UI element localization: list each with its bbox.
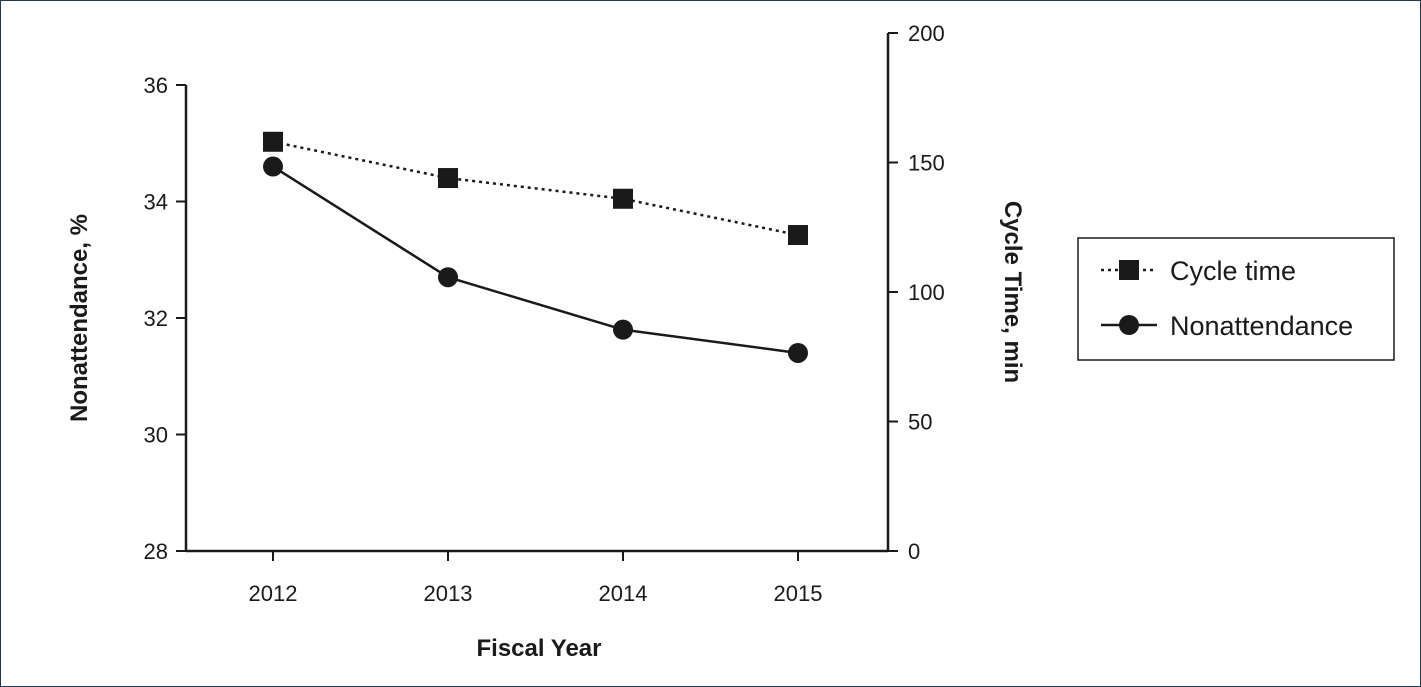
right-y-axis-title: Cycle Time, min: [999, 201, 1026, 383]
x-tick-label: 2015: [774, 581, 823, 606]
cycle-time-point: [438, 168, 458, 189]
axes: [184, 33, 890, 553]
series-layer: [263, 131, 808, 363]
left-y-tick-label: 30: [144, 423, 168, 448]
cycle-time-point: [788, 225, 808, 246]
right-y-tick-label: 50: [908, 410, 932, 435]
nonattendance-point: [788, 342, 808, 363]
left-y-axis-ticks: 28 30 32 34 36: [144, 73, 186, 564]
nonattendance-line: [272, 165, 799, 355]
x-tick-label: 2014: [599, 581, 648, 606]
x-tick-label: 2013: [424, 581, 473, 606]
left-y-axis-title: Nonattendance, %: [66, 214, 93, 422]
cycle-time-point: [613, 188, 633, 209]
left-y-tick-label: 34: [144, 190, 168, 215]
left-y-tick-label: 32: [144, 306, 168, 331]
left-y-tick-label: 36: [144, 73, 168, 98]
cycle-time-line: [272, 140, 799, 237]
legend-box: [1077, 237, 1395, 361]
x-axis-title: Fiscal Year: [477, 635, 602, 662]
nonattendance-point: [263, 156, 283, 177]
left-y-tick-label: 28: [144, 539, 168, 564]
legend-nonattendance-marker: [1119, 315, 1139, 335]
nonattendance-point: [613, 319, 633, 340]
nonattendance-point: [438, 267, 458, 288]
x-axis-ticks: 2012 2013 2014 2015: [249, 551, 823, 606]
right-y-tick-label: 100: [908, 280, 945, 305]
legend-cycle-time-label: Cycle time: [1170, 256, 1296, 286]
right-y-tick-label: 0: [908, 539, 920, 564]
legend-nonattendance-label: Nonattendance: [1170, 311, 1353, 341]
x-tick-label: 2012: [249, 581, 298, 606]
cycle-time-point: [263, 131, 283, 152]
legend: Cycle time Nonattendance: [1077, 237, 1395, 361]
right-y-tick-label: 200: [908, 21, 945, 46]
legend-cycle-time-marker: [1119, 260, 1139, 280]
right-y-axis-ticks: 0 50 100 150 200: [888, 21, 945, 564]
right-y-tick-label: 150: [908, 151, 945, 176]
